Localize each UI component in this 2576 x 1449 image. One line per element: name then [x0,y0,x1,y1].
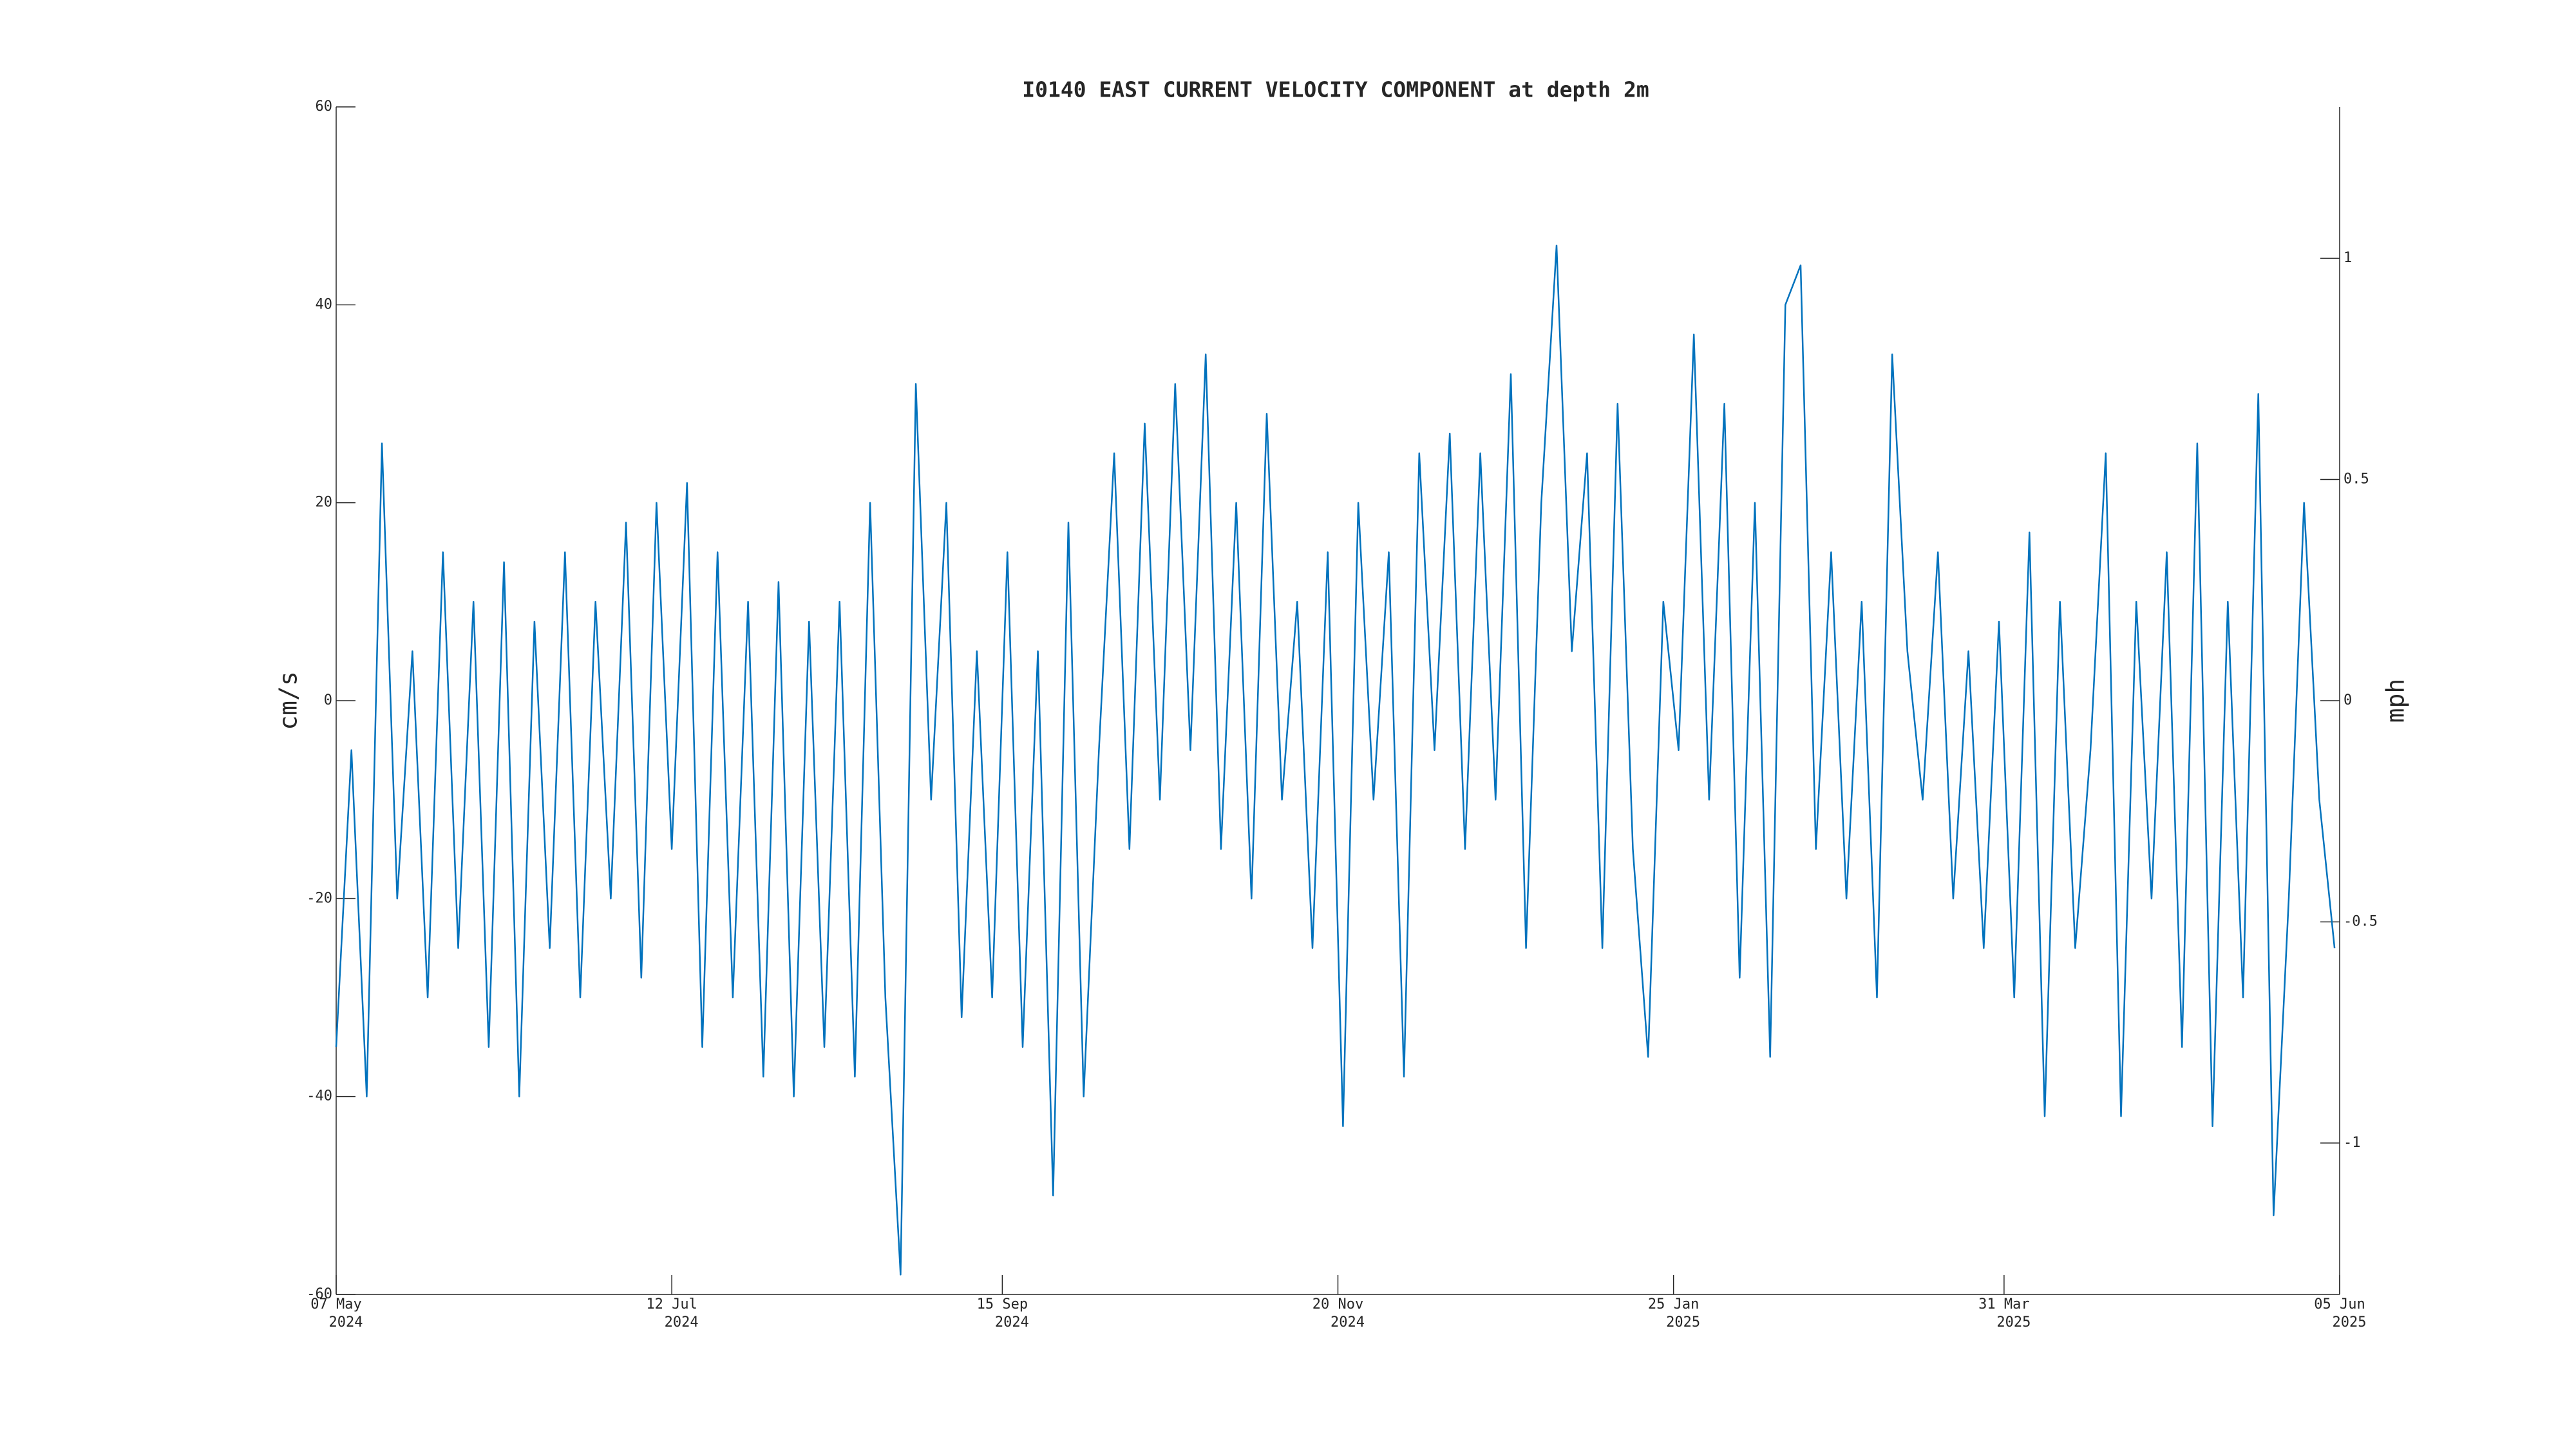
y-axis-label: cm/s [274,671,303,730]
x-tick-label: 31 Mar 2025 [1978,1296,2031,1331]
y2-tick-label: 1 [2344,250,2352,266]
y-tick-label: -20 [307,890,332,906]
data-line [335,244,2336,1276]
x-tick-label: 25 Jan 2025 [1648,1296,1700,1331]
chart-title: I0140 EAST CURRENT VELOCITY COMPONENT at… [1022,77,1649,102]
x-tick-label: 05 Jun 2025 [2314,1296,2366,1331]
x-tick-label: 07 May 2024 [310,1296,363,1331]
y2-tick-label: -1 [2344,1135,2361,1151]
y2-tick-label: 0 [2344,692,2352,708]
y-tick-label: 20 [316,495,333,511]
x-tick-label: 12 Jul 2024 [646,1296,698,1331]
y-tick-label: -40 [307,1088,332,1104]
x-tick-label: 20 Nov 2024 [1312,1296,1365,1331]
x-tick-label: 15 Sep 2024 [977,1296,1029,1331]
y-tick-label: 0 [324,692,332,708]
y-tick-label: 40 [316,296,333,312]
y-tick-label: 60 [316,99,333,115]
y-tick-label: -60 [307,1286,332,1302]
y2-tick-label: 0.5 [2344,471,2369,488]
y2-axis-label: mph [2382,679,2410,723]
y2-tick-label: -0.5 [2344,913,2378,929]
